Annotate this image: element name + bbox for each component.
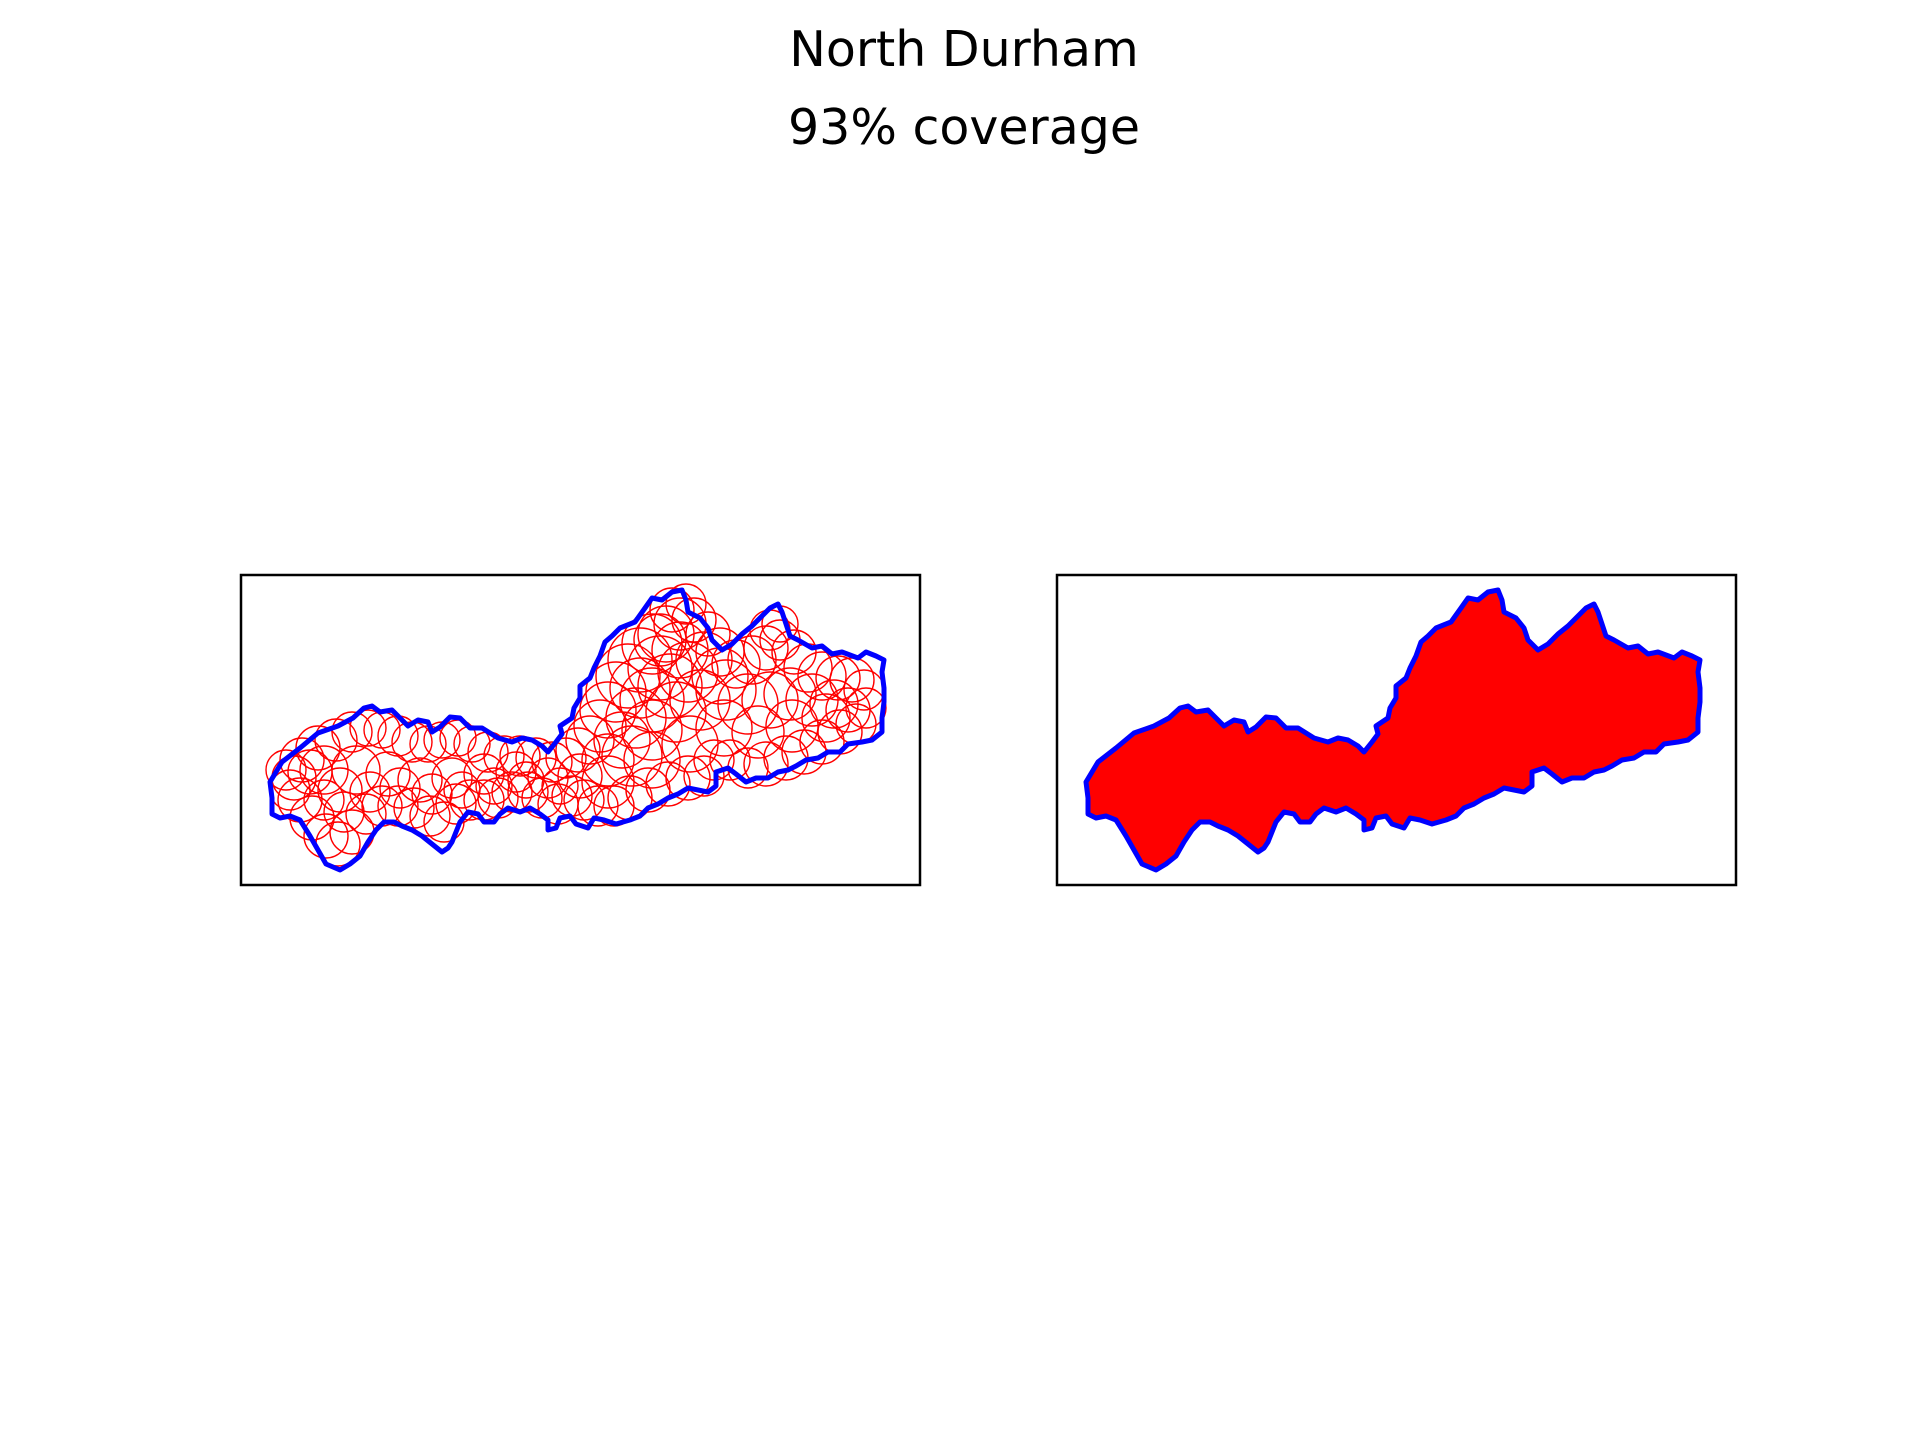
- coverage-circle: [771, 629, 817, 675]
- coverage-circle: [845, 687, 887, 729]
- coverage-circle: [365, 751, 411, 797]
- left-panel-frame: [239, 573, 922, 887]
- coverage-circle: [397, 757, 443, 803]
- coverage-circle: [607, 627, 673, 693]
- coverage-circle: [299, 745, 349, 795]
- coverage-circle: [763, 667, 817, 721]
- district-boundary-left: [267, 587, 887, 873]
- coverage-circle: [609, 657, 671, 719]
- coverage-circle: [345, 793, 387, 835]
- coverage-circle: [475, 767, 513, 805]
- coverage-circle: [743, 741, 789, 787]
- coverage-area-fill: [1086, 590, 1700, 870]
- coverage-circle: [361, 785, 403, 827]
- coverage-circles: [265, 583, 887, 867]
- coverage-circle: [555, 727, 601, 773]
- coverage-circle: [541, 767, 579, 805]
- coverage-circle: [645, 681, 707, 743]
- coverage-circle: [349, 771, 391, 813]
- coverage-circle: [507, 771, 549, 813]
- figure-subtitle: 93% coverage: [788, 99, 1140, 156]
- coverage-circle: [595, 643, 661, 709]
- coverage-circle: [531, 741, 573, 783]
- coverage-circle: [623, 731, 681, 789]
- coverage-circle: [323, 791, 365, 833]
- coverage-circle: [683, 755, 725, 797]
- coverage-circle: [581, 733, 635, 787]
- coverage-circle: [657, 641, 719, 703]
- coverage-circle: [731, 705, 785, 759]
- coverage-circle: [843, 669, 885, 711]
- coverage-circle: [411, 773, 453, 815]
- coverage-circle: [649, 587, 695, 633]
- coverage-circle: [621, 699, 683, 761]
- union-coverage-panel: [1055, 573, 1738, 887]
- coverage-circle: [801, 693, 851, 743]
- coverage-circle: [435, 783, 477, 825]
- coverage-circle: [349, 709, 387, 747]
- coverage-circle: [515, 737, 557, 779]
- coverage-circle: [495, 751, 537, 793]
- coverage-circle: [303, 813, 349, 859]
- coverage-circle: [463, 753, 505, 795]
- coverage-circle: [765, 699, 819, 753]
- coverage-circle: [557, 753, 603, 799]
- coverage-circle: [393, 787, 435, 829]
- district-boundary-right: [1083, 587, 1703, 873]
- coverage-circle: [627, 635, 693, 701]
- coverage-circle: [817, 709, 863, 755]
- coverage-circle: [287, 749, 333, 795]
- coverage-circle: [331, 711, 373, 753]
- coverage-circle: [379, 767, 421, 809]
- right-panel-frame: [1055, 573, 1738, 887]
- coverage-circle: [303, 779, 345, 821]
- circle-coverage-panel: [239, 573, 922, 887]
- coverage-circle: [661, 715, 719, 773]
- coverage-circle: [265, 749, 307, 791]
- coverage-circle: [637, 653, 703, 719]
- coverage-circle: [449, 779, 491, 821]
- coverage-circle: [527, 757, 569, 799]
- coverage-circle: [797, 651, 847, 701]
- coverage-circle: [391, 721, 433, 763]
- coverage-circle: [709, 739, 751, 781]
- coverage-circle: [695, 699, 753, 757]
- figure-title: North Durham: [789, 21, 1139, 78]
- coverage-circle: [499, 735, 541, 777]
- coverage-circle: [443, 771, 481, 809]
- coverage-circle: [825, 687, 871, 733]
- coverage-circle: [665, 583, 707, 625]
- coverage-circle: [507, 761, 545, 799]
- coverage-circle: [809, 679, 859, 729]
